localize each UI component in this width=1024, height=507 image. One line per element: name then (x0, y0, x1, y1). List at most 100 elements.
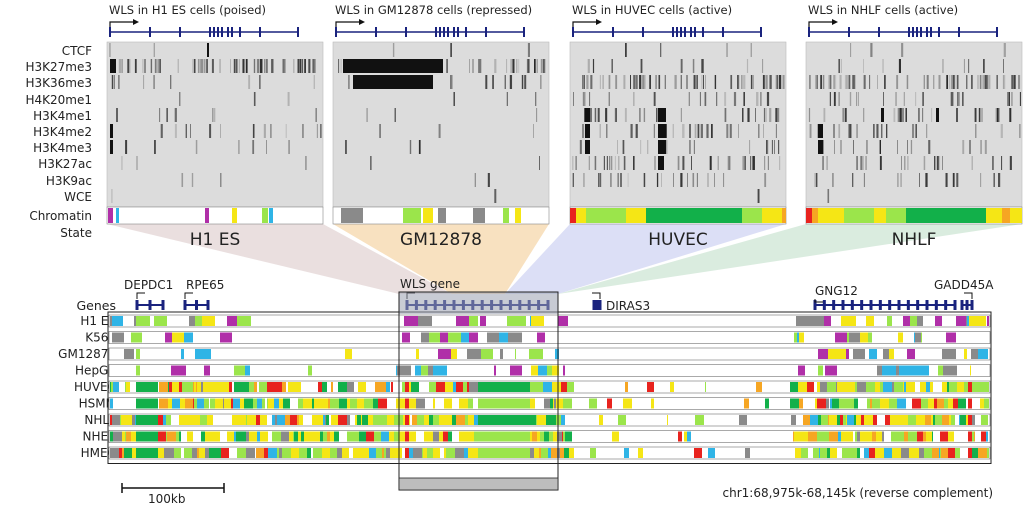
state-segment (415, 365, 421, 376)
panel-signal-bg (106, 41, 324, 208)
signal-tick (647, 140, 649, 154)
signal-tick (849, 92, 852, 106)
state-segment (843, 332, 847, 343)
state-segment (940, 448, 941, 458)
signal-tick (777, 108, 780, 122)
signal-tick (320, 124, 322, 138)
signal-tick (212, 108, 214, 122)
signal-tick (996, 108, 999, 122)
panel-gene-exon (694, 27, 696, 37)
state-segment (835, 332, 843, 343)
signal-tick (252, 124, 255, 138)
state-segment (195, 316, 202, 326)
signal-tick (270, 124, 272, 138)
signal-tick (1003, 75, 1006, 89)
signal-tick (159, 59, 161, 73)
state-segment (381, 431, 389, 442)
state-segment (884, 448, 892, 458)
state-segment (429, 332, 440, 343)
state-segment (299, 448, 307, 458)
signal-tick (658, 75, 661, 89)
signal-tick (707, 173, 709, 187)
state-segment (917, 316, 923, 326)
signal-tick (844, 108, 847, 122)
state-segment (452, 415, 456, 425)
state-segment (220, 332, 232, 343)
state-segment (163, 415, 166, 425)
state-segment (277, 415, 285, 425)
signal-tick (639, 75, 641, 89)
state-segment (842, 349, 846, 359)
state-segment (836, 382, 837, 392)
state-segment (470, 415, 474, 425)
signal-tick (609, 156, 610, 170)
state-segment (928, 398, 934, 409)
signal-tick (617, 140, 618, 154)
state-segment (229, 382, 232, 392)
panel-gene-exon (457, 27, 459, 37)
state-segment (968, 398, 972, 409)
signal-peak (658, 156, 664, 170)
state-segment (167, 431, 176, 442)
signal-peak (353, 75, 433, 89)
state-segment (124, 448, 132, 458)
state-segment (944, 398, 948, 409)
state-segment (374, 431, 381, 442)
signal-tick (756, 92, 759, 106)
state-segment (612, 431, 619, 442)
signal-tick (694, 124, 697, 138)
state-segment (793, 431, 794, 442)
signal-tick (586, 75, 589, 89)
state-segment (739, 415, 747, 425)
state-segment (375, 382, 378, 392)
state-segment (892, 382, 894, 392)
chromatin-segment (1010, 208, 1022, 223)
state-segment (234, 382, 241, 392)
state-segment (853, 349, 865, 359)
state-segment (172, 332, 184, 343)
signal-tick (590, 108, 592, 122)
gene-exon (598, 300, 602, 310)
state-segment (330, 448, 337, 458)
signal-tick (315, 108, 317, 122)
signal-tick (951, 75, 954, 89)
signal-tick (680, 75, 682, 89)
signal-tick (633, 75, 636, 89)
signal-tick (191, 173, 194, 187)
state-segment (205, 431, 210, 442)
state-segment (193, 415, 200, 425)
signal-tick (526, 59, 528, 73)
state-segment (948, 398, 953, 409)
state-segment (854, 398, 858, 409)
signal-tick (608, 92, 610, 106)
state-segment (203, 382, 207, 392)
signal-tick (584, 92, 586, 106)
state-segment (184, 448, 192, 458)
state-segment (171, 365, 181, 376)
genes-track-label: Genes (76, 298, 116, 313)
state-segment (841, 415, 843, 425)
signal-tick (743, 156, 745, 170)
signal-peak (343, 59, 443, 73)
panel-gene-exon (405, 27, 407, 37)
signal-tick (856, 124, 858, 138)
signal-tick (154, 140, 156, 154)
panel-gene-exon (239, 27, 241, 37)
state-segment (110, 398, 113, 409)
state-segment (508, 332, 522, 343)
signal-tick (898, 59, 901, 73)
state-segment (404, 316, 412, 326)
state-segment (446, 448, 455, 458)
gene-tss-arrow (964, 292, 973, 299)
state-segment (186, 415, 193, 425)
state-segment (206, 349, 211, 359)
state-segment (684, 431, 687, 442)
signal-peak (110, 124, 113, 138)
signal-tick (610, 173, 612, 187)
cell-row-k562: K562 (85, 331, 991, 345)
state-segment (935, 316, 942, 326)
signal-tick (159, 108, 161, 122)
state-segment (560, 448, 564, 458)
signal-tick (766, 140, 767, 154)
state-segment (179, 431, 181, 442)
